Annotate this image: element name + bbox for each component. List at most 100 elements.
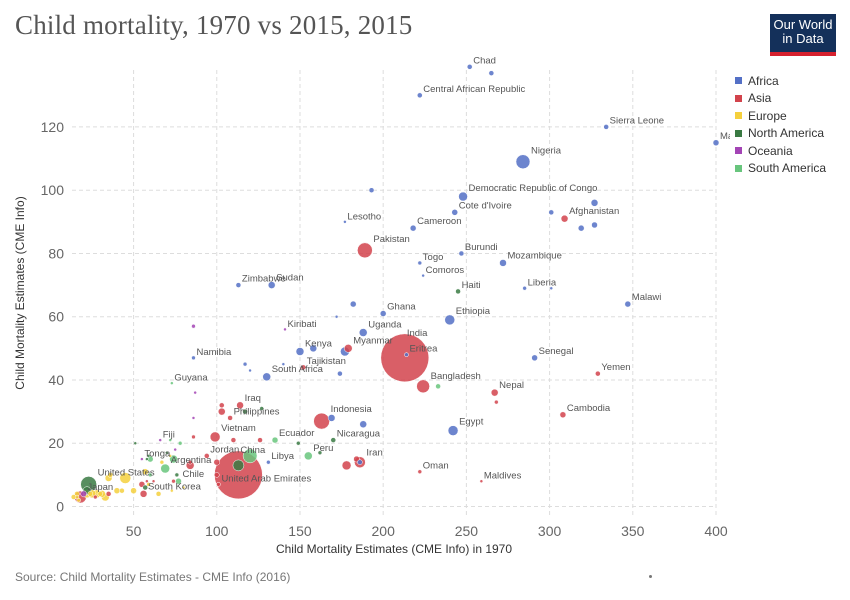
- data-point: [214, 472, 220, 478]
- data-point: [168, 454, 172, 458]
- data-point: [119, 487, 125, 494]
- data-point: [80, 490, 87, 498]
- data-point: [216, 482, 221, 487]
- y-tick-label: 60: [48, 309, 64, 325]
- point-label: Chad: [473, 55, 496, 66]
- legend-item[interactable]: Asia: [735, 90, 826, 108]
- logo-line-1: Our World: [773, 17, 833, 32]
- data-point: [409, 224, 417, 232]
- data-point: [242, 361, 248, 367]
- y-tick-label: 0: [56, 499, 64, 515]
- data-point: [119, 472, 132, 484]
- data-point: [531, 354, 538, 362]
- point-label: Eritrea: [409, 344, 438, 355]
- point-label: Sudan: [276, 273, 303, 284]
- point-label: South Korea: [148, 481, 202, 492]
- data-point: [296, 440, 301, 446]
- data-point: [232, 459, 245, 472]
- data-point: [158, 438, 162, 442]
- point-label: Central African Republic: [423, 84, 525, 95]
- point-label: Maldives: [484, 471, 522, 482]
- data-point: [133, 441, 137, 445]
- data-point: [159, 459, 165, 465]
- data-point: [283, 327, 287, 332]
- point-label: Nicaragua: [337, 429, 381, 440]
- y-axis-title: Child Mortality Estimates (CME Info): [13, 196, 27, 389]
- point-label: Japan: [87, 482, 113, 493]
- point-label: Vietnam: [221, 423, 256, 434]
- data-point: [458, 191, 468, 202]
- x-tick-label: 400: [704, 523, 728, 539]
- data-point: [358, 328, 368, 337]
- x-tick-label: 100: [205, 523, 229, 539]
- data-point: [146, 454, 151, 458]
- data-point: [262, 372, 271, 382]
- data-point: [140, 457, 144, 461]
- data-point: [317, 450, 323, 455]
- data-point: [404, 352, 409, 357]
- point-label: Comoros: [426, 265, 465, 276]
- point-label: Guyana: [174, 373, 208, 384]
- data-point: [113, 487, 121, 494]
- legend-label: North America: [748, 126, 825, 141]
- point-label: Indonesia: [331, 404, 373, 415]
- x-tick-label: 350: [621, 523, 645, 539]
- data-point: [257, 437, 263, 443]
- data-point: [343, 344, 353, 353]
- data-point: [187, 459, 193, 465]
- logo-line-2: in Data: [782, 31, 824, 46]
- point-label: Peru: [313, 443, 333, 454]
- data-point: [603, 124, 609, 130]
- legend: Africa Asia Europe North America Oceania Sout…: [735, 72, 826, 177]
- point-label: South Africa: [272, 364, 324, 375]
- legend-swatch: [735, 129, 742, 137]
- data-point: [334, 314, 339, 319]
- point-label: Malawi: [632, 292, 662, 303]
- point-label: Oman: [423, 461, 449, 472]
- point-label: Kenya: [305, 339, 333, 350]
- data-point: [304, 451, 313, 461]
- data-point: [595, 370, 601, 377]
- data-point: [379, 310, 387, 317]
- legend-item[interactable]: North America: [735, 125, 826, 143]
- data-point: [488, 70, 495, 76]
- legend-item[interactable]: Oceania: [735, 142, 826, 160]
- brand-logo[interactable]: Our World in Data: [770, 14, 836, 56]
- point-label: Cote d'Ivoire: [459, 200, 512, 211]
- x-tick-label: 200: [372, 523, 396, 539]
- data-point: [97, 491, 104, 497]
- data-point: [181, 485, 186, 490]
- data-point: [624, 300, 632, 308]
- footer-dot: [649, 575, 652, 578]
- point-label: Yemen: [601, 362, 630, 373]
- point-label: Argentina: [171, 455, 212, 466]
- data-point: [712, 139, 720, 147]
- data-point: [145, 479, 149, 483]
- data-point: [522, 286, 527, 291]
- legend-item[interactable]: South America: [735, 160, 826, 178]
- point-label: Kiribati: [288, 319, 317, 330]
- data-point: [494, 399, 499, 405]
- legend-item[interactable]: Europe: [735, 107, 826, 125]
- point-label: Mali: [720, 131, 730, 142]
- data-point: [421, 273, 425, 278]
- point-label: United Arab Emirates: [221, 473, 311, 484]
- data-point: [204, 453, 210, 459]
- point-label: Uganda: [368, 320, 402, 331]
- legend-item[interactable]: Africa: [735, 72, 826, 90]
- point-label: Iran: [366, 448, 382, 459]
- data-point: [266, 459, 271, 465]
- point-label: Egypt: [459, 417, 484, 428]
- legend-label: Europe: [748, 108, 787, 123]
- point-label: Senegal: [539, 346, 574, 357]
- data-point: [479, 479, 484, 483]
- data-point: [417, 92, 423, 99]
- legend-swatch: [735, 112, 742, 120]
- data-point: [174, 472, 180, 478]
- legend-label: South America: [748, 161, 827, 176]
- data-point: [444, 314, 455, 326]
- data-point: [130, 487, 137, 494]
- data-point: [171, 478, 176, 484]
- y-tick-label: 20: [48, 435, 64, 451]
- point-label: India: [407, 328, 428, 339]
